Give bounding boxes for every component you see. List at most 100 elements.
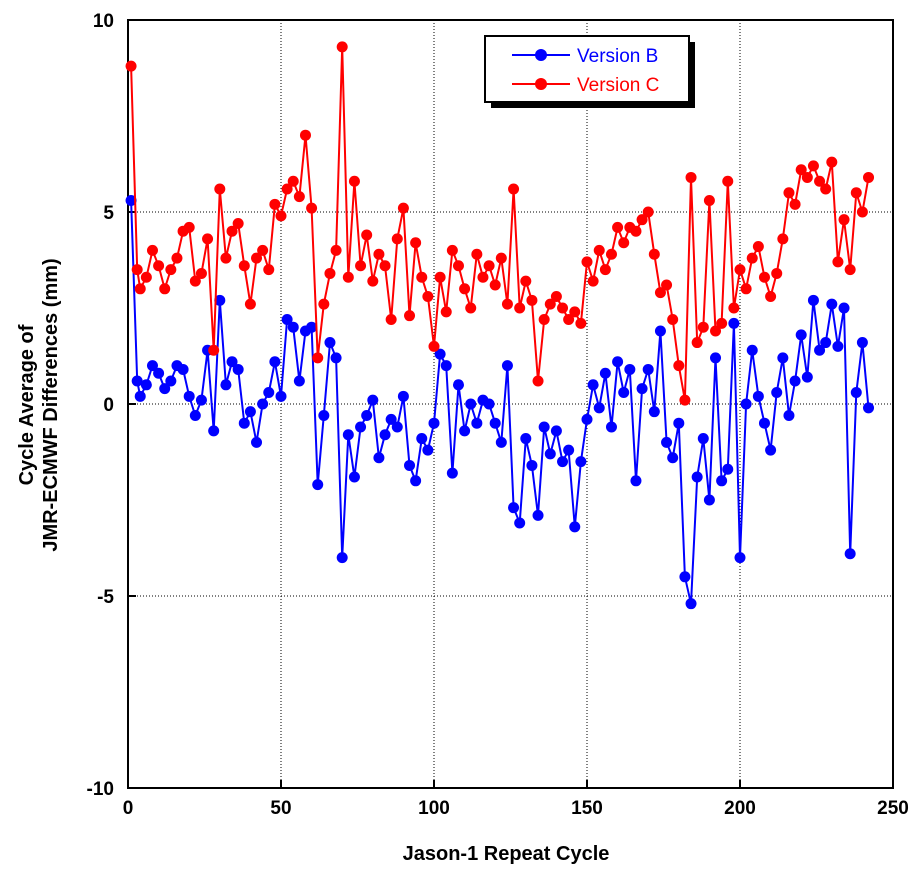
data-point-version-b	[434, 348, 446, 360]
data-point-version-b	[654, 325, 666, 337]
data-point-version-c	[728, 302, 740, 314]
x-tick-label: 200	[724, 798, 756, 819]
data-point-version-c	[771, 267, 783, 279]
data-point-version-c	[575, 317, 587, 329]
x-tick-label: 250	[877, 798, 909, 819]
data-point-version-c	[789, 198, 801, 210]
data-point-version-b	[281, 314, 293, 326]
data-point-version-c	[299, 129, 311, 141]
data-point-version-b	[814, 344, 826, 356]
data-point-version-c	[685, 171, 697, 183]
data-point-version-c	[367, 275, 379, 287]
data-point-version-c	[593, 244, 605, 256]
data-point-version-c	[428, 340, 440, 352]
data-point-version-c	[306, 202, 318, 214]
data-point-version-c	[275, 210, 287, 222]
y-tick-label: 5	[103, 203, 114, 224]
data-point-version-b	[734, 552, 746, 564]
data-point-version-c	[612, 221, 624, 233]
data-point-version-b	[508, 502, 520, 514]
data-point-version-b	[838, 302, 850, 314]
data-point-version-b	[820, 337, 832, 349]
data-point-version-c	[471, 248, 483, 260]
data-point-version-b	[416, 433, 428, 445]
data-point-version-c	[220, 252, 232, 264]
data-point-version-c	[131, 264, 143, 276]
data-point-version-b	[489, 417, 501, 429]
series-version-b	[125, 194, 875, 610]
data-point-version-c	[599, 264, 611, 276]
data-point-version-c	[134, 283, 146, 295]
data-point-version-c	[348, 175, 360, 187]
data-point-version-b	[532, 509, 544, 521]
data-point-version-b	[856, 337, 868, 349]
data-point-version-b	[244, 406, 256, 418]
data-point-version-b	[214, 294, 226, 306]
x-tick-label: 150	[571, 798, 603, 819]
data-point-version-c	[850, 187, 862, 199]
data-point-version-b	[159, 383, 171, 395]
data-point-version-b	[336, 552, 348, 564]
data-point-version-b	[189, 410, 201, 422]
data-point-version-c	[526, 294, 538, 306]
data-point-version-c	[795, 164, 807, 176]
data-point-version-b	[728, 317, 740, 329]
data-point-version-c	[146, 244, 158, 256]
data-point-version-b	[483, 398, 495, 410]
data-point-version-b	[195, 394, 207, 406]
data-point-version-b	[220, 379, 232, 391]
data-point-version-c	[397, 202, 409, 214]
data-point-version-b	[667, 452, 679, 464]
data-point-version-c	[318, 298, 330, 310]
data-point-version-c	[514, 302, 526, 314]
data-point-version-c	[557, 302, 569, 314]
data-point-version-b	[251, 436, 263, 448]
data-point-version-b	[581, 413, 593, 425]
data-point-version-c	[385, 314, 397, 326]
data-point-version-c	[832, 256, 844, 268]
data-point-version-b	[807, 294, 819, 306]
data-point-version-c	[844, 264, 856, 276]
data-point-version-c	[569, 306, 581, 318]
series-version-c	[125, 41, 875, 406]
data-point-version-b	[636, 383, 648, 395]
data-point-version-b	[697, 433, 709, 445]
data-point-version-c	[153, 260, 165, 272]
data-point-version-b	[648, 406, 660, 418]
data-point-version-c	[159, 283, 171, 295]
tick-labels: 0 50 100 150 200 250 -10 -5 0 5 10	[87, 11, 909, 819]
data-point-version-b	[330, 352, 342, 364]
data-point-version-c	[183, 221, 195, 233]
data-point-version-b	[452, 379, 464, 391]
data-point-version-b	[673, 417, 685, 429]
data-point-version-b	[605, 421, 617, 433]
data-point-version-c	[501, 298, 513, 310]
data-point-version-c	[336, 41, 348, 53]
data-point-version-b	[165, 375, 177, 387]
data-point-version-b	[391, 421, 403, 433]
data-point-version-b	[134, 390, 146, 402]
data-point-version-b	[618, 386, 630, 398]
data-point-version-c	[404, 310, 416, 322]
data-point-version-c	[361, 229, 373, 241]
data-point-version-c	[550, 290, 562, 302]
data-point-version-c	[618, 237, 630, 249]
data-point-version-c	[587, 275, 599, 287]
legend-box	[484, 35, 690, 103]
data-point-version-c	[434, 271, 446, 283]
data-point-version-b	[361, 410, 373, 422]
data-point-version-c	[863, 171, 875, 183]
data-point-version-b	[459, 425, 471, 437]
data-point-version-b	[208, 425, 220, 437]
data-point-version-c	[355, 260, 367, 272]
data-point-version-c	[269, 198, 281, 210]
data-point-version-c	[465, 302, 477, 314]
data-point-version-b	[269, 356, 281, 368]
data-point-version-c	[722, 175, 734, 187]
y-axis-title: Cycle Average of JMR-ECMWF Differences (…	[16, 258, 62, 551]
data-point-version-c	[416, 271, 428, 283]
data-point-version-b	[232, 363, 244, 375]
data-point-version-c	[410, 237, 422, 249]
data-point-version-b	[404, 459, 416, 471]
